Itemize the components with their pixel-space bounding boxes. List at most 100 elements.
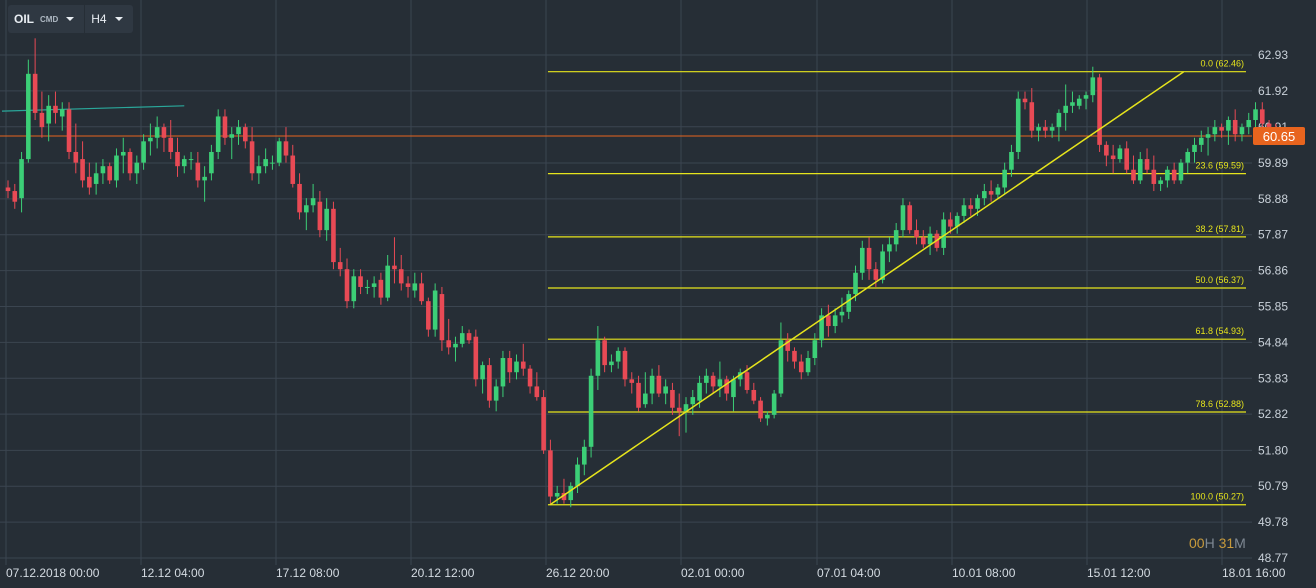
bull-candle (276, 141, 282, 163)
bear-candle (487, 365, 492, 401)
bear-candle (561, 492, 567, 501)
y-tick-label: 50.79 (1258, 479, 1288, 493)
bear-candle (53, 105, 58, 113)
bear-candle (1124, 148, 1129, 170)
bear-candle (914, 230, 919, 238)
symbol-label: OIL (14, 12, 34, 26)
y-tick-label: 58.88 (1258, 192, 1288, 206)
bull-candle (93, 173, 99, 184)
bull-candle (1083, 95, 1089, 99)
bear-candle (1219, 127, 1224, 131)
bull-candle (351, 276, 357, 302)
bear-candle (921, 237, 926, 245)
bull-candle (1049, 127, 1055, 131)
bear-candle (473, 336, 479, 380)
bull-candle (236, 127, 241, 135)
bull-candle (371, 283, 377, 287)
bull-candle (154, 127, 160, 138)
bull-candle (1015, 98, 1021, 152)
bull-candle (954, 215, 960, 227)
bull-candle (1198, 137, 1204, 145)
bull-candle (575, 464, 580, 486)
y-tick-label: 59.89 (1258, 156, 1288, 170)
bear-candle (792, 350, 797, 362)
fib-level-label: 78.6 (52.88) (1195, 399, 1244, 409)
bull-candle (202, 176, 207, 181)
current-price-label: 60.65 (1263, 129, 1296, 144)
bull-candle (514, 361, 519, 373)
bull-candle (480, 365, 485, 380)
bull-candle (256, 166, 262, 174)
bull-candle (1117, 148, 1123, 160)
bear-candle (297, 183, 302, 213)
bear-candle (541, 397, 546, 451)
bull-candle (941, 219, 946, 248)
bear-candle (670, 389, 675, 408)
bear-candle (398, 269, 404, 284)
countdown-hours: 00 (1189, 535, 1205, 551)
bull-candle (215, 116, 221, 152)
teal-drawing-line (1, 105, 185, 112)
fib-level-label: 0.0 (62.46) (1200, 59, 1244, 69)
bull-candle (46, 105, 51, 124)
bear-candle (1022, 98, 1028, 103)
symbol-selector[interactable]: OIL CMD (8, 5, 84, 33)
fib-level-label: 50.0 (56.37) (1195, 275, 1244, 285)
bear-candle (866, 247, 872, 270)
bear-candle (1144, 159, 1150, 170)
bear-candle (32, 73, 38, 113)
candle-countdown: 00H 31M (1189, 535, 1246, 551)
bull-candle (1178, 162, 1184, 181)
bear-candle (331, 208, 336, 263)
bull-candle (683, 404, 689, 412)
bear-candle (5, 187, 11, 192)
fib-level-label: 38.2 (57.81) (1195, 224, 1244, 234)
x-tick-label: 26.12 20:00 (546, 566, 610, 580)
bull-candle (1205, 134, 1211, 138)
bull-candle (771, 393, 777, 415)
bull-candle (1070, 102, 1075, 106)
bear-candle (744, 372, 750, 390)
bull-candle (819, 315, 824, 341)
bull-candle (1137, 159, 1143, 181)
bull-candle (1009, 151, 1014, 170)
bear-candle (676, 407, 682, 412)
bear-candle (602, 340, 607, 366)
bear-candle (826, 315, 831, 327)
bull-candle (148, 137, 153, 142)
chevron-down-icon (114, 17, 123, 21)
fib-level-label: 100.0 (50.27) (1190, 492, 1244, 502)
timeframe-label: H4 (91, 12, 107, 26)
bull-candle (887, 244, 892, 252)
bear-candle (358, 276, 363, 287)
bull-candle (310, 198, 316, 206)
bull-candle (975, 198, 980, 209)
bear-candle (107, 166, 112, 181)
bull-candle (690, 397, 696, 405)
bear-candle (1029, 102, 1035, 131)
bull-candle (59, 109, 65, 117)
chevron-down-icon (66, 17, 75, 21)
bear-candle (785, 340, 790, 351)
bull-candle (568, 485, 574, 501)
bear-candle (337, 262, 343, 270)
bull-candle (270, 162, 275, 164)
bull-candle (19, 159, 24, 199)
timeframe-selector[interactable]: H4 (84, 5, 132, 33)
bull-candle (141, 141, 146, 163)
bear-candle (73, 151, 79, 163)
bull-candle (1076, 98, 1082, 106)
bull-candle (1056, 112, 1062, 128)
x-tick-label: 02.01 00:00 (681, 566, 745, 580)
bull-candle (453, 343, 458, 348)
bull-candle (995, 187, 1001, 195)
bear-candle (446, 340, 451, 348)
bear-candle (39, 112, 45, 128)
bull-candle (1239, 127, 1245, 135)
bull-candle (697, 382, 702, 401)
bear-candle (222, 116, 228, 138)
bear-candle (392, 265, 397, 270)
bear-candle (758, 400, 763, 419)
